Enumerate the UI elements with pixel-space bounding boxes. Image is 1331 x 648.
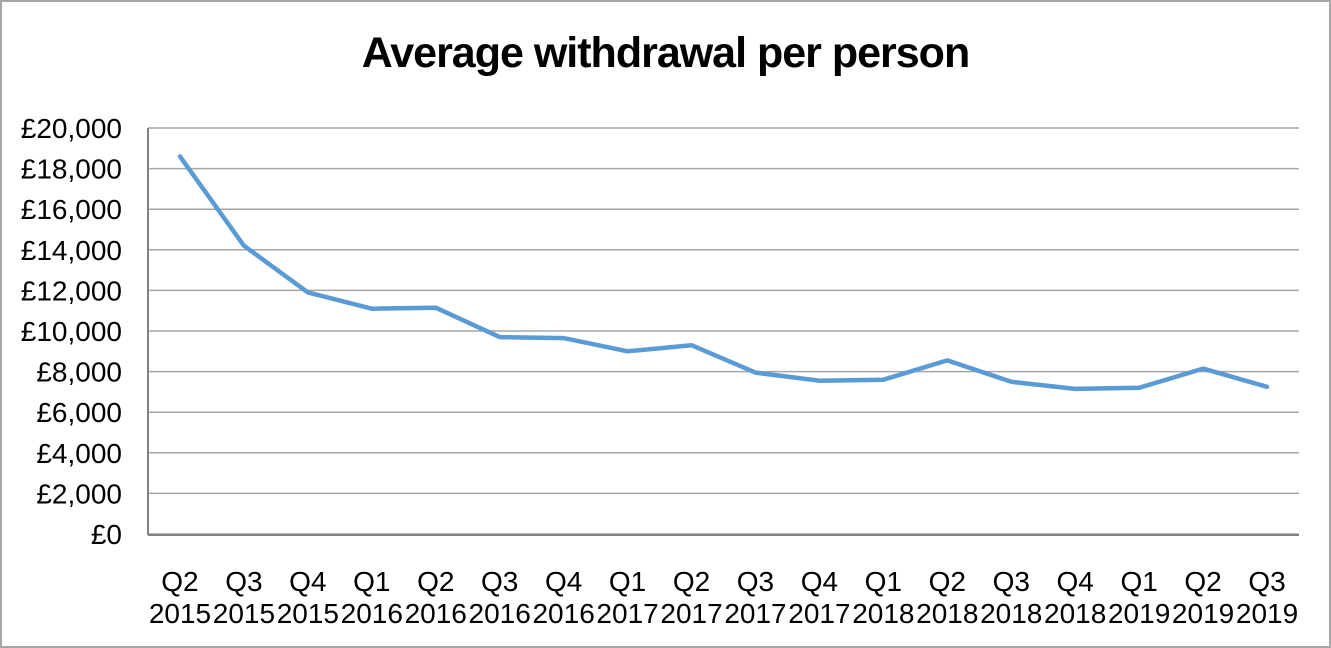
data-series-line — [177, 154, 1270, 392]
x-tick-label: Q3 2018 — [980, 566, 1042, 629]
gridlines — [148, 127, 1299, 535]
x-tick-label: Q4 2016 — [532, 566, 594, 629]
x-tick-label: Q4 2017 — [788, 566, 850, 629]
withdrawal-trend-line — [177, 154, 1270, 392]
y-tick-label: £6,000 — [36, 397, 122, 428]
x-tick-label: Q2 2018 — [916, 566, 978, 629]
x-tick-label: Q4 2018 — [1044, 566, 1106, 629]
chart-title: Average withdrawal per person — [361, 29, 970, 77]
y-tick-label: £8,000 — [36, 357, 122, 388]
x-tick-label: Q1 2019 — [1108, 566, 1170, 629]
x-tick-label: Q4 2015 — [277, 566, 339, 629]
x-tick-label: Q2 2015 — [149, 566, 211, 629]
y-tick-label: £0 — [91, 519, 122, 550]
y-tick-label: £4,000 — [36, 438, 122, 469]
y-tick-label: £16,000 — [21, 194, 122, 225]
x-tick-label: Q1 2018 — [852, 566, 914, 629]
y-tick-label: £14,000 — [21, 235, 122, 266]
x-tick-label: Q2 2019 — [1172, 566, 1234, 629]
y-tick-label: £20,000 — [21, 113, 122, 144]
x-tick-label: Q3 2015 — [213, 566, 275, 629]
y-tick-label: £12,000 — [21, 275, 122, 306]
x-tick-label: Q2 2016 — [405, 566, 467, 629]
axis-lines — [147, 128, 1299, 536]
x-tick-label: Q3 2017 — [724, 566, 786, 629]
x-tick-label: Q1 2016 — [341, 566, 403, 629]
y-tick-label: £18,000 — [21, 154, 122, 185]
y-tick-label: £2,000 — [36, 478, 122, 509]
x-tick-label: Q3 2019 — [1236, 566, 1298, 629]
x-tick-label: Q3 2016 — [469, 566, 531, 629]
x-tick-label: Q2 2017 — [660, 566, 722, 629]
y-tick-label: £10,000 — [21, 316, 122, 347]
x-tick-label: Q1 2017 — [596, 566, 658, 629]
y-axis-labels: £0 £2,000 £4,000 £6,000 £8,000 £10,000 £12,000… — [21, 113, 122, 550]
